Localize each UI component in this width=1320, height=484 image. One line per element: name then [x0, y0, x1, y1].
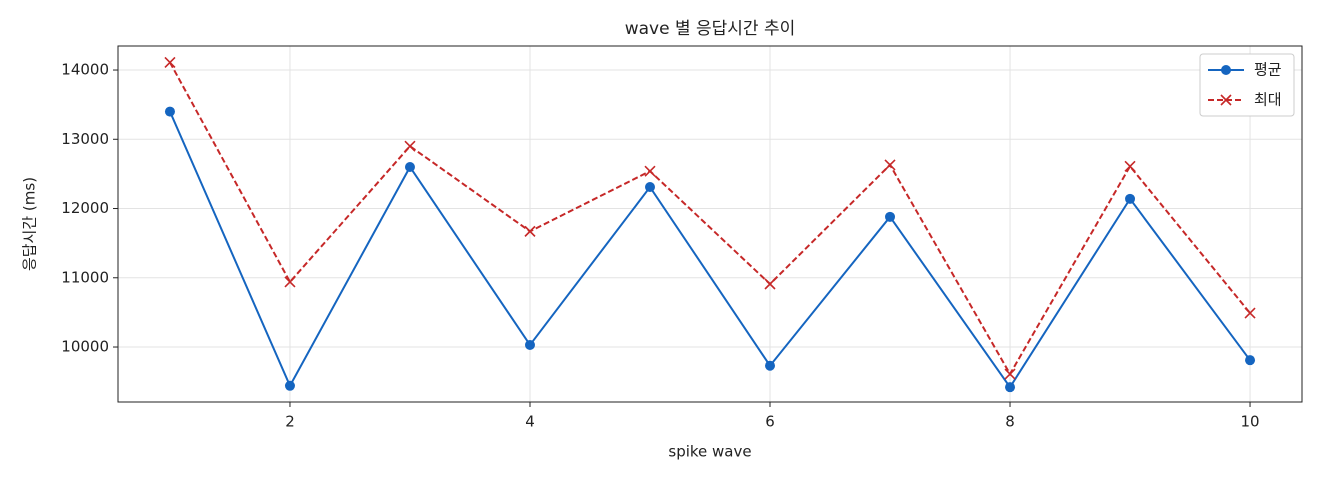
- marker: [1244, 307, 1256, 319]
- marker: [284, 380, 295, 391]
- x-tick-label: 10: [1240, 413, 1259, 431]
- marker-shape: [764, 278, 776, 290]
- y-tick-label: 10000: [61, 338, 109, 356]
- legend-label: 최대: [1254, 91, 1282, 109]
- marker-shape: [644, 165, 656, 177]
- marker: [764, 278, 776, 290]
- marker-shape: [884, 159, 896, 171]
- marker-shape: [164, 56, 176, 68]
- marker: [164, 56, 176, 68]
- marker-shape: [1244, 307, 1256, 319]
- marker-shape: [284, 276, 296, 288]
- marker: [284, 276, 296, 288]
- series-line: [169, 61, 1251, 377]
- x-tick-label: 2: [285, 413, 295, 431]
- y-tick-label: 11000: [61, 268, 109, 286]
- x-axis-label: spike wave: [668, 443, 751, 461]
- marker: [1220, 94, 1232, 106]
- marker: [884, 159, 896, 171]
- marker: [765, 360, 776, 371]
- x-tick-label: 4: [525, 413, 535, 431]
- y-tick-label: 12000: [61, 199, 109, 217]
- marker: [164, 106, 175, 117]
- marker-shape: [1124, 160, 1136, 172]
- y-tick-label: 14000: [61, 61, 109, 79]
- marker-shape: [404, 140, 416, 152]
- x-tick-label: 6: [765, 413, 775, 431]
- marker: [644, 182, 655, 193]
- chart-title: wave 별 응답시간 추이: [625, 19, 796, 39]
- marker: [644, 165, 656, 177]
- y-axis-label: 응답시간 (ms): [21, 177, 39, 271]
- x-tick-label: 8: [1005, 413, 1015, 431]
- marker-shape: [1220, 94, 1232, 106]
- marker: [404, 161, 415, 172]
- y-tick-label: 13000: [61, 130, 109, 148]
- marker-shape: [524, 225, 536, 237]
- marker: [1245, 355, 1256, 366]
- marker: [1221, 65, 1231, 75]
- marker: [1124, 160, 1136, 172]
- marker-shape: [1004, 368, 1016, 380]
- marker: [1005, 382, 1016, 393]
- series-line: [169, 111, 1251, 389]
- plot-frame: [117, 45, 1303, 403]
- marker: [524, 339, 535, 350]
- marker: [524, 225, 536, 237]
- marker: [1125, 193, 1136, 204]
- legend-label: 평균: [1254, 61, 1282, 79]
- marker: [1004, 368, 1016, 380]
- marker: [885, 211, 896, 222]
- marker: [404, 140, 416, 152]
